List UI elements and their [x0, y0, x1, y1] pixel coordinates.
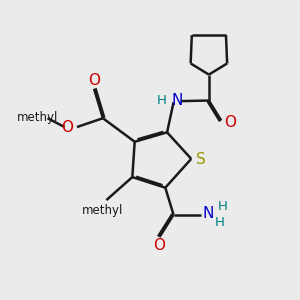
Text: methyl: methyl	[17, 111, 58, 124]
Text: H: H	[214, 216, 224, 229]
Text: N: N	[202, 206, 213, 220]
Text: O: O	[224, 115, 236, 130]
Text: O: O	[88, 73, 100, 88]
Text: O: O	[61, 119, 74, 134]
Text: methyl: methyl	[82, 204, 123, 217]
Text: H: H	[156, 94, 166, 107]
Text: O: O	[153, 238, 165, 253]
Text: H: H	[218, 200, 227, 213]
Text: N: N	[171, 93, 183, 108]
Text: S: S	[196, 152, 206, 167]
